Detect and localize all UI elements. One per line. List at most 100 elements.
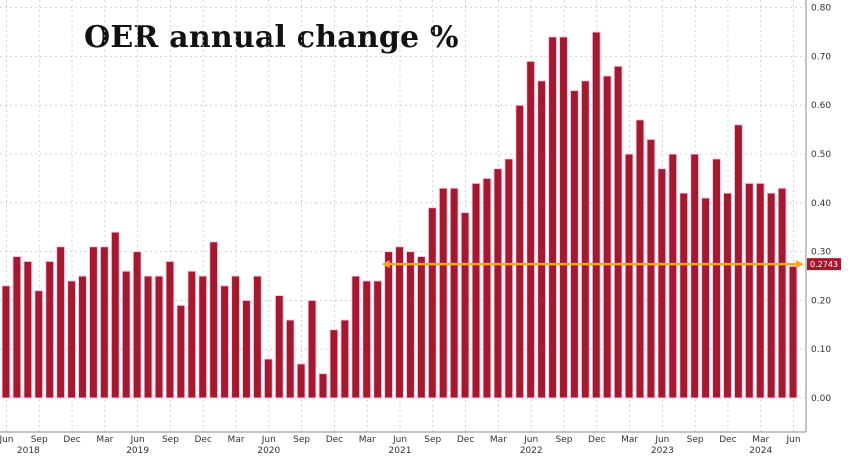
bar (132, 251, 142, 399)
bar (88, 246, 98, 399)
bar (241, 299, 251, 399)
bar (329, 329, 339, 399)
x-tick-label: Sep (162, 435, 179, 445)
x-tick-label: Mar (96, 435, 113, 445)
x-tick-label: Mar (752, 435, 769, 445)
bar (624, 153, 634, 399)
bar (296, 363, 306, 399)
y-tick-label: 0.10 (811, 345, 831, 355)
y-tick-label: 0.30 (811, 248, 831, 258)
bar (722, 192, 732, 399)
x-tick-label: Dec (457, 435, 474, 445)
bar (220, 285, 230, 399)
x-tick-label: Jun (130, 435, 145, 445)
bar (1, 285, 11, 399)
bar-series (1, 31, 798, 399)
bar (154, 275, 164, 399)
bar (362, 280, 372, 399)
bar (744, 182, 754, 399)
y-tick-label: 0.20 (811, 296, 831, 306)
bar (340, 319, 350, 399)
bar (460, 212, 470, 399)
bar (274, 295, 284, 399)
x-tick-label: Mar (359, 435, 376, 445)
reference-arrow-left (381, 260, 390, 269)
bar (493, 168, 503, 399)
x-tick-label: Sep (555, 435, 572, 445)
bar (23, 260, 33, 399)
bar (526, 60, 536, 399)
x-tick-label: Mar (490, 435, 507, 445)
x-tick-label: Dec (326, 435, 343, 445)
bar (318, 373, 328, 399)
bar (701, 197, 711, 399)
bar (351, 275, 361, 399)
bar (395, 246, 404, 399)
bar (307, 299, 317, 399)
bar (176, 304, 186, 399)
reference-arrow-right (796, 260, 804, 269)
x-year-label: 2019 (126, 446, 149, 456)
bar (766, 192, 776, 399)
bar (733, 124, 743, 399)
bar (646, 138, 656, 399)
bar (788, 265, 798, 399)
bar (569, 90, 579, 399)
axes: 0.00 0.10 0.20 0.30 0.40 0.50 0.60 0.70 0.80 Jun S… (0, 0, 831, 456)
bar (690, 153, 700, 399)
bar (373, 280, 383, 399)
x-tick-label: Dec (195, 435, 212, 445)
x-year-label: 2023 (651, 446, 674, 456)
x-tick-label: Mar (228, 435, 245, 445)
bar (67, 280, 77, 399)
x-tick-label: Jun (523, 435, 538, 445)
bar (482, 177, 492, 399)
x-tick-label: Mar (621, 435, 638, 445)
bar (537, 80, 547, 399)
bar (416, 255, 426, 399)
bar (755, 182, 765, 399)
x-year-label: 2021 (389, 446, 412, 456)
bar (165, 260, 175, 399)
reference-line-group: 0.2743 (381, 258, 841, 271)
y-tick-label: 0.40 (811, 199, 831, 209)
bar (187, 270, 197, 399)
x-tick-label: Dec (588, 435, 605, 445)
x-tick-label: Jun (654, 435, 669, 445)
bar (635, 119, 645, 399)
bar (78, 275, 87, 399)
y-tick-label: 0.60 (811, 101, 831, 111)
bar (559, 36, 568, 399)
y-tick-label: 0.50 (811, 150, 831, 160)
bar (45, 260, 55, 399)
bar (580, 80, 590, 399)
bar (657, 168, 667, 399)
bar (231, 275, 240, 399)
bar (613, 65, 623, 399)
bar (712, 158, 721, 399)
bar (515, 104, 525, 399)
bar (449, 187, 459, 399)
last-value-label: 0.2743 (810, 260, 838, 269)
bar (285, 319, 295, 399)
bar (263, 358, 273, 399)
x-tick-label: Jun (786, 435, 801, 445)
bar (548, 36, 558, 399)
x-tick-label: Jun (0, 435, 13, 445)
bar (384, 251, 394, 399)
x-year-label: 2022 (520, 446, 543, 456)
bar (198, 275, 208, 399)
bar (121, 270, 131, 399)
bar (427, 207, 437, 399)
bar (99, 246, 109, 399)
bar (252, 275, 262, 399)
bar (438, 187, 448, 399)
bar (602, 75, 612, 399)
x-tick-label: Dec (63, 435, 80, 445)
x-tick-label: Sep (424, 435, 441, 445)
y-tick-label: 0.70 (811, 52, 831, 62)
x-year-label: 2018 (17, 446, 40, 456)
bar (209, 241, 219, 399)
bar (591, 31, 601, 399)
